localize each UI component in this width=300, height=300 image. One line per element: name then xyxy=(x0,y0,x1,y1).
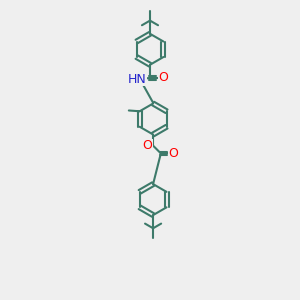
Text: HN: HN xyxy=(128,73,146,86)
Text: O: O xyxy=(142,139,152,152)
Text: O: O xyxy=(169,147,178,160)
Text: O: O xyxy=(158,71,168,84)
